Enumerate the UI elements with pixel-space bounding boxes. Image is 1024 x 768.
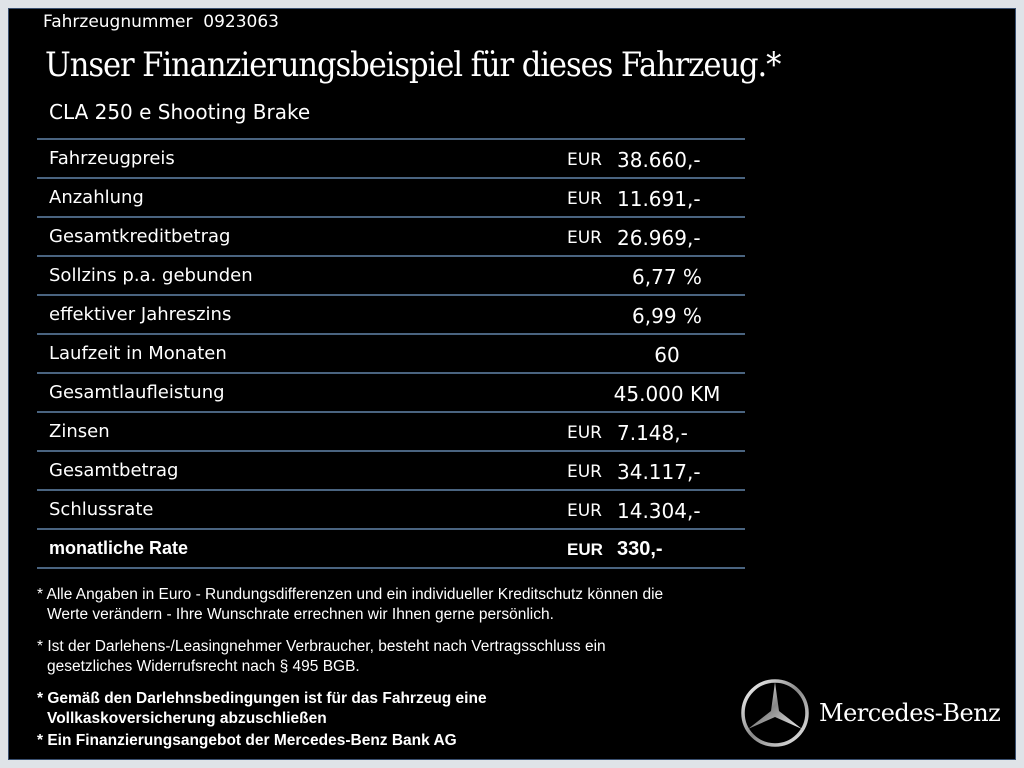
footnote: * Ist der Darlehens-/Leasingnehmer Verbr… bbox=[37, 637, 663, 677]
row-label: effektiver Jahreszins bbox=[49, 304, 232, 325]
row-currency: EUR bbox=[567, 189, 602, 209]
row-value: 26.969,- bbox=[617, 226, 701, 250]
table-row: Gesamtkreditbetrag EUR 26.969,- bbox=[37, 216, 745, 255]
row-label: Laufzeit in Monaten bbox=[49, 343, 227, 364]
footnotes: * Alle Angaben in Euro - Rundungsdiffere… bbox=[37, 585, 663, 753]
table-row: Sollzins p.a. gebunden 6,77 % bbox=[37, 255, 745, 294]
row-value: 11.691,- bbox=[617, 187, 701, 211]
row-value: 330,- bbox=[617, 538, 663, 560]
row-value: 45.000 KM bbox=[613, 382, 721, 406]
row-value: 14.304,- bbox=[617, 499, 701, 523]
table-row: effektiver Jahreszins 6,99 % bbox=[37, 294, 745, 333]
table-row: Gesamtbetrag EUR 34.117,- bbox=[37, 450, 745, 489]
financing-table: Fahrzeugpreis EUR 38.660,- Anzahlung EUR 11.6… bbox=[37, 138, 745, 569]
table-row: Gesamtlaufleistung 45.000 KM bbox=[37, 372, 745, 411]
row-currency: EUR bbox=[567, 228, 602, 248]
row-label: Zinsen bbox=[49, 421, 110, 442]
row-value: 60 bbox=[654, 343, 680, 367]
footnote-line: * Ein Finanzierungsangebot der Mercedes-… bbox=[37, 732, 457, 749]
financing-panel: Fahrzeugnummer 0923063 Unser Finanzierun… bbox=[8, 8, 1016, 760]
footnote-line: * Gemäß den Darlehnsbedingungen ist für … bbox=[37, 690, 487, 707]
row-value: 6,99 % bbox=[632, 304, 702, 328]
footnote-line: Vollkaskoversicherung abzuschließen bbox=[47, 710, 327, 727]
row-label: Gesamtbetrag bbox=[49, 460, 179, 481]
vehicle-number-label: Fahrzeugnummer bbox=[43, 12, 193, 32]
table-row: Schlussrate EUR 14.304,- bbox=[37, 489, 745, 528]
vehicle-number: Fahrzeugnummer 0923063 bbox=[43, 12, 279, 32]
footnote: * Alle Angaben in Euro - Rundungsdiffere… bbox=[37, 585, 663, 625]
row-label: monatliche Rate bbox=[49, 538, 189, 558]
footnote: * Ein Finanzierungsangebot der Mercedes-… bbox=[37, 731, 663, 751]
row-label: Gesamtlaufleistung bbox=[49, 382, 225, 403]
page-title: Unser Finanzierungsbeispiel für dieses F… bbox=[45, 45, 781, 85]
row-currency: EUR bbox=[567, 501, 602, 521]
row-label: Schlussrate bbox=[49, 499, 154, 520]
row-value: 38.660,- bbox=[617, 148, 701, 172]
row-currency: EUR bbox=[567, 423, 602, 443]
table-row: Anzahlung EUR 11.691,- bbox=[37, 177, 745, 216]
footnote-line: Werte verändern - Ihre Wunschrate errech… bbox=[47, 606, 554, 623]
footnote-line: * Ist der Darlehens-/Leasingnehmer Verbr… bbox=[37, 638, 606, 655]
row-label: Anzahlung bbox=[49, 187, 144, 208]
row-currency: EUR bbox=[567, 150, 602, 170]
vehicle-number-value: 0923063 bbox=[203, 12, 279, 32]
row-currency: EUR bbox=[567, 540, 603, 559]
row-label: Sollzins p.a. gebunden bbox=[49, 265, 253, 286]
row-currency: EUR bbox=[567, 462, 602, 482]
table-row: Laufzeit in Monaten 60 bbox=[37, 333, 745, 372]
footnote-line: * Alle Angaben in Euro - Rundungsdiffere… bbox=[37, 586, 664, 603]
table-row: Zinsen EUR 7.148,- bbox=[37, 411, 745, 450]
footnote: * Gemäß den Darlehnsbedingungen ist für … bbox=[37, 689, 663, 729]
brand-name: Mercedes-Benz bbox=[819, 699, 1001, 727]
footnote-line: gesetzliches Widerrufsrecht nach § 495 B… bbox=[47, 658, 360, 675]
row-value: 6,77 % bbox=[632, 265, 702, 289]
row-label: Fahrzeugpreis bbox=[49, 148, 175, 169]
model-name: CLA 250 e Shooting Brake bbox=[49, 100, 311, 124]
row-label: Gesamtkreditbetrag bbox=[49, 226, 231, 247]
mercedes-star-logo bbox=[741, 679, 809, 747]
row-value: 7.148,- bbox=[617, 421, 688, 445]
table-row: Fahrzeugpreis EUR 38.660,- bbox=[37, 138, 745, 177]
row-value: 34.117,- bbox=[617, 460, 701, 484]
table-row: monatliche Rate EUR 330,- bbox=[37, 528, 745, 569]
